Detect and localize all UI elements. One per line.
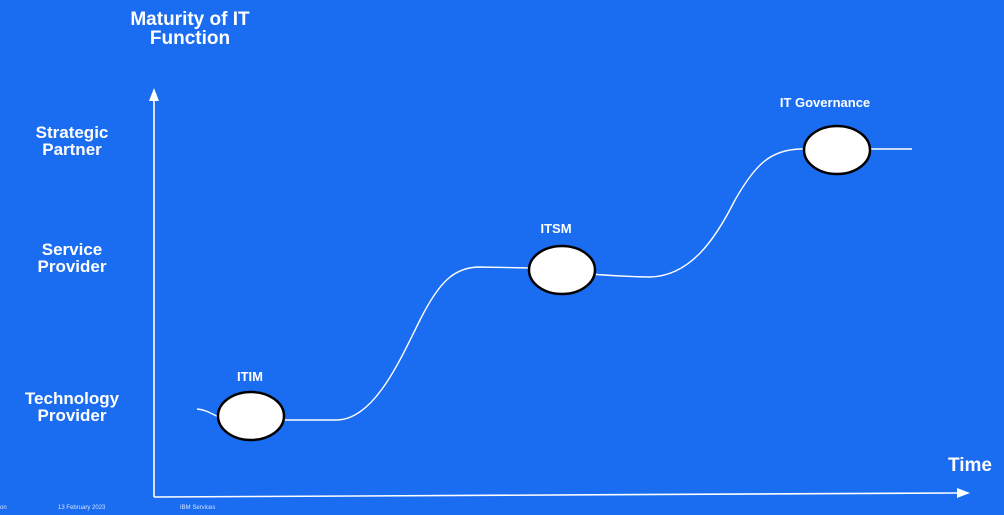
level-label-technology-provider: Technology Provider (24, 389, 120, 425)
footer-left-text: on (0, 505, 7, 511)
footer-org: IBM Services (180, 505, 216, 511)
stage-label-itim: ITIM (237, 369, 263, 384)
y-axis-arrow (149, 88, 159, 101)
x-axis-arrow (957, 488, 970, 498)
stage-node-itim (216, 390, 286, 442)
x-axis-title: Time (948, 455, 993, 476)
stage-label-it-governance: IT Governance (779, 95, 871, 110)
stage-label-itsm: ITSM (540, 221, 572, 236)
stage-node-it-governance (802, 124, 872, 176)
level-label-service-provider: Service Provider (37, 240, 107, 276)
y-axis-title-text: Maturity of IT Function (130, 9, 250, 49)
footer-date: 13 February 2023 (58, 505, 106, 511)
y-axis-title: Maturity of IT Function (100, 10, 280, 48)
stage-node-itsm (527, 244, 597, 296)
x-axis-line (153, 492, 959, 498)
level-label-strategic-partner: Strategic Partner (35, 123, 109, 159)
